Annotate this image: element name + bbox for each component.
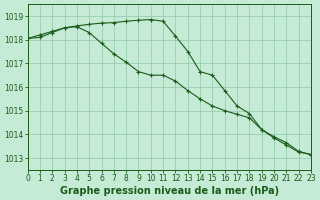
- X-axis label: Graphe pression niveau de la mer (hPa): Graphe pression niveau de la mer (hPa): [60, 186, 279, 196]
